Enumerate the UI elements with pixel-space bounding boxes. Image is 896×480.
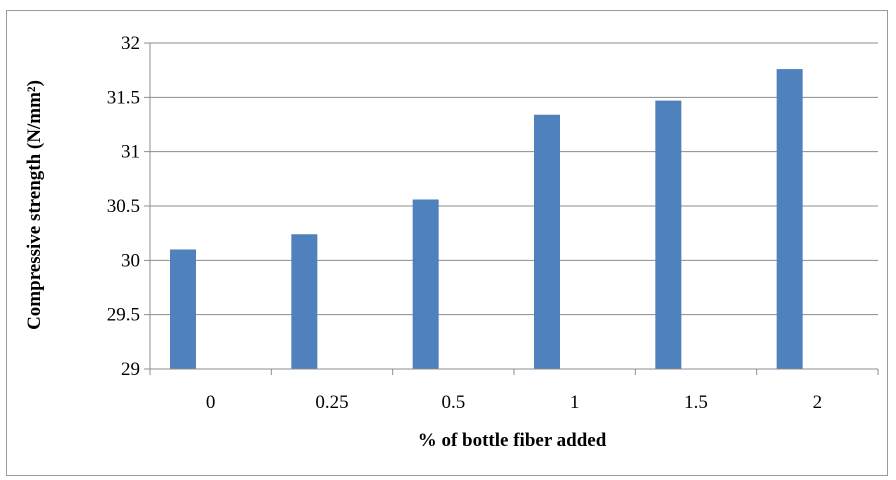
bar-0-25 xyxy=(291,234,318,369)
y-tick-label: 31 xyxy=(121,142,140,163)
x-tick-label: 0 xyxy=(206,392,216,413)
bars xyxy=(170,69,803,370)
chart-frame xyxy=(6,10,888,476)
bar-2 xyxy=(776,69,803,369)
y-tick-label: 29 xyxy=(121,359,140,380)
y-tick-label: 29.5 xyxy=(107,305,140,326)
bar-0-5 xyxy=(412,199,439,369)
x-tick-label: 2 xyxy=(813,392,823,413)
x-tick-label: 0.5 xyxy=(441,392,465,413)
y-tick-label: 32 xyxy=(121,33,140,54)
x-tick-label: 0.25 xyxy=(315,392,348,413)
x-axis-title: % of bottle fiber added xyxy=(418,430,607,451)
tick-labels: 29 29.5 30 30.5 31 31.5 32 0 0.25 0.5 1 1.5 2 xyxy=(107,33,822,413)
x-tick-label: 1.5 xyxy=(684,392,708,413)
y-tick-label: 30 xyxy=(121,250,140,271)
axes xyxy=(149,43,879,375)
y-tick-label: 30.5 xyxy=(107,196,140,217)
y-axis-title: Compressive strength (N/mm²) xyxy=(24,80,45,330)
bar-0 xyxy=(170,249,196,369)
x-tick-label: 1 xyxy=(570,392,580,413)
bar-1 xyxy=(534,114,560,369)
gridlines xyxy=(144,42,878,370)
y-tick-label: 31.5 xyxy=(107,87,140,108)
bar-1-5 xyxy=(655,100,682,370)
